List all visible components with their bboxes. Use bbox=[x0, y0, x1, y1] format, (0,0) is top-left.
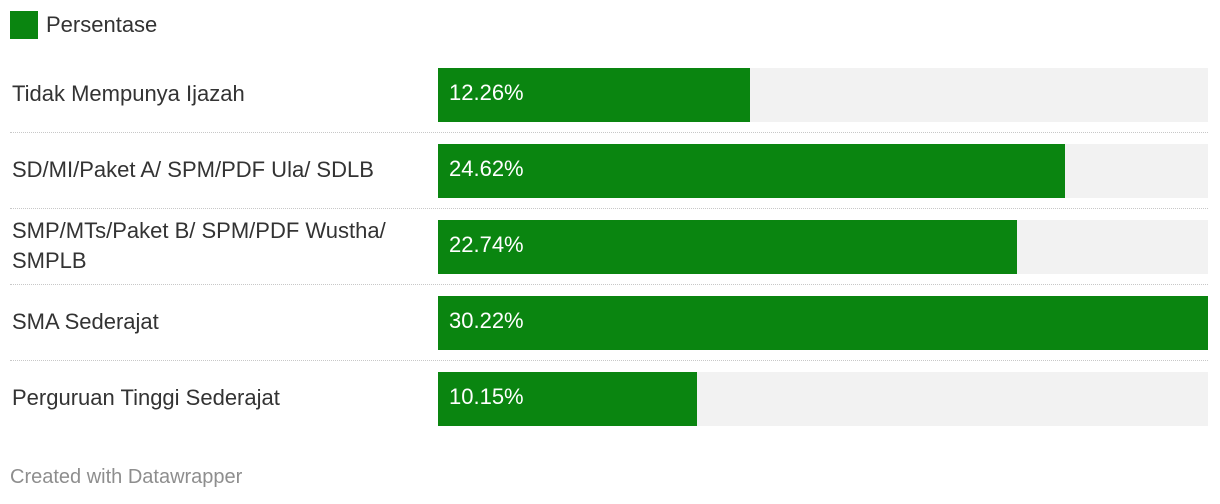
legend-swatch bbox=[10, 11, 38, 39]
category-label: SMA Sederajat bbox=[12, 309, 159, 334]
bar-track: 30.22% bbox=[438, 296, 1208, 350]
bar bbox=[438, 296, 1208, 350]
row-separator bbox=[10, 284, 1208, 285]
bar-track: 22.74% bbox=[438, 220, 1208, 274]
bar-value-label: 30.22% bbox=[449, 308, 524, 333]
category-label: Tidak Mempunya Ijazah bbox=[12, 81, 245, 106]
bar bbox=[438, 144, 1065, 198]
bar-row: SD/MI/Paket A/ SPM/PDF Ula/ SDLB 24.62% bbox=[10, 132, 1208, 208]
bar-row: SMA Sederajat 30.22% bbox=[10, 284, 1208, 360]
bar bbox=[438, 372, 697, 426]
bar-value-label: 10.15% bbox=[449, 384, 524, 409]
legend: Persentase bbox=[10, 10, 157, 40]
category-label: SMP/MTs/Paket B/ SPM/PDF Wustha/ SMPLB bbox=[12, 218, 386, 273]
bar-row: Tidak Mempunya Ijazah 12.26% bbox=[10, 56, 1208, 132]
legend-label: Persentase bbox=[46, 12, 158, 37]
bar-value-label: 12.26% bbox=[449, 80, 524, 105]
row-separator bbox=[10, 132, 1208, 133]
category-label: SD/MI/Paket A/ SPM/PDF Ula/ SDLB bbox=[12, 157, 374, 182]
bar-track: 24.62% bbox=[438, 144, 1208, 198]
bar-value-label: 24.62% bbox=[449, 156, 524, 181]
footer-credit: Created with Datawrapper bbox=[10, 466, 243, 488]
row-separator bbox=[10, 360, 1208, 361]
bar-track: 12.26% bbox=[438, 68, 1208, 122]
bar-row: Perguruan Tinggi Sederajat 10.15% bbox=[10, 360, 1208, 436]
category-label: Perguruan Tinggi Sederajat bbox=[12, 385, 280, 410]
bar-row: SMP/MTs/Paket B/ SPM/PDF Wustha/ SMPLB 22… bbox=[10, 208, 1208, 284]
bar-track: 10.15% bbox=[438, 372, 1208, 426]
bar-chart: Tidak Mempunya Ijazah 12.26% SD/MI/Paket A… bbox=[10, 56, 1208, 436]
bar bbox=[438, 220, 1017, 274]
bar-value-label: 22.74% bbox=[449, 232, 524, 257]
row-separator bbox=[10, 208, 1208, 209]
bar bbox=[438, 68, 750, 122]
